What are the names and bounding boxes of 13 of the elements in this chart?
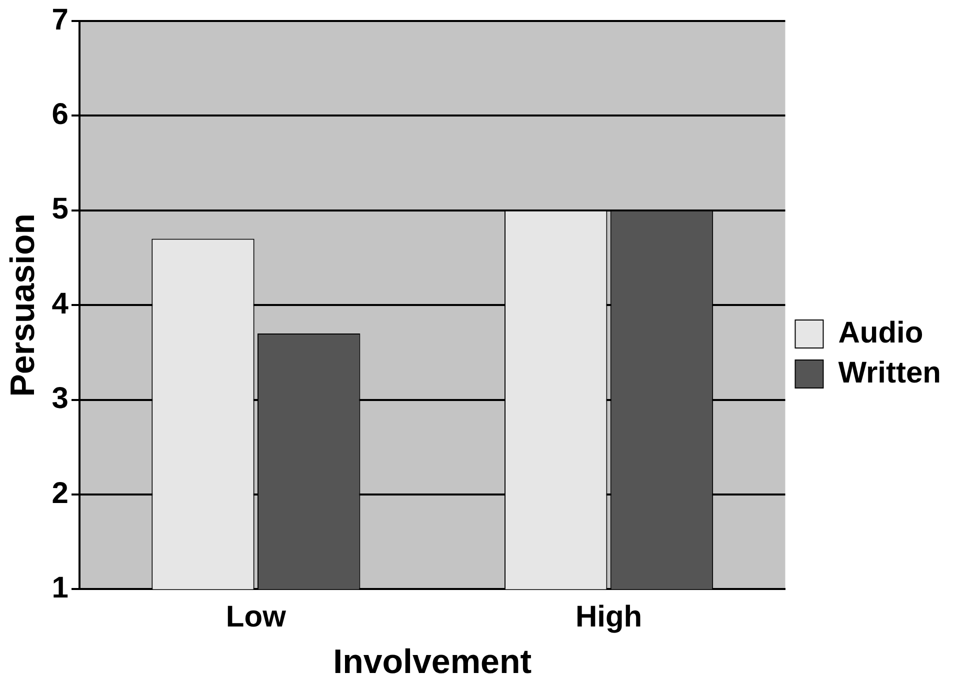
x-tick-label: Low [226,600,287,634]
x-axis-title: Involvement [333,642,532,681]
legend-label: Audio [838,316,924,350]
y-tick-label: 2 [52,476,68,510]
y-tick-label: 3 [52,382,68,416]
legend-label: Written [838,356,942,390]
y-tick-label: 4 [52,287,69,320]
y-tick-label: 7 [52,3,68,36]
x-tick-label: High [575,600,642,634]
y-tick-label: 5 [52,192,68,226]
y-tick-label: 1 [52,571,68,604]
y-axis-title: Persuasion [4,213,42,397]
y-tick-label: 6 [52,98,68,131]
